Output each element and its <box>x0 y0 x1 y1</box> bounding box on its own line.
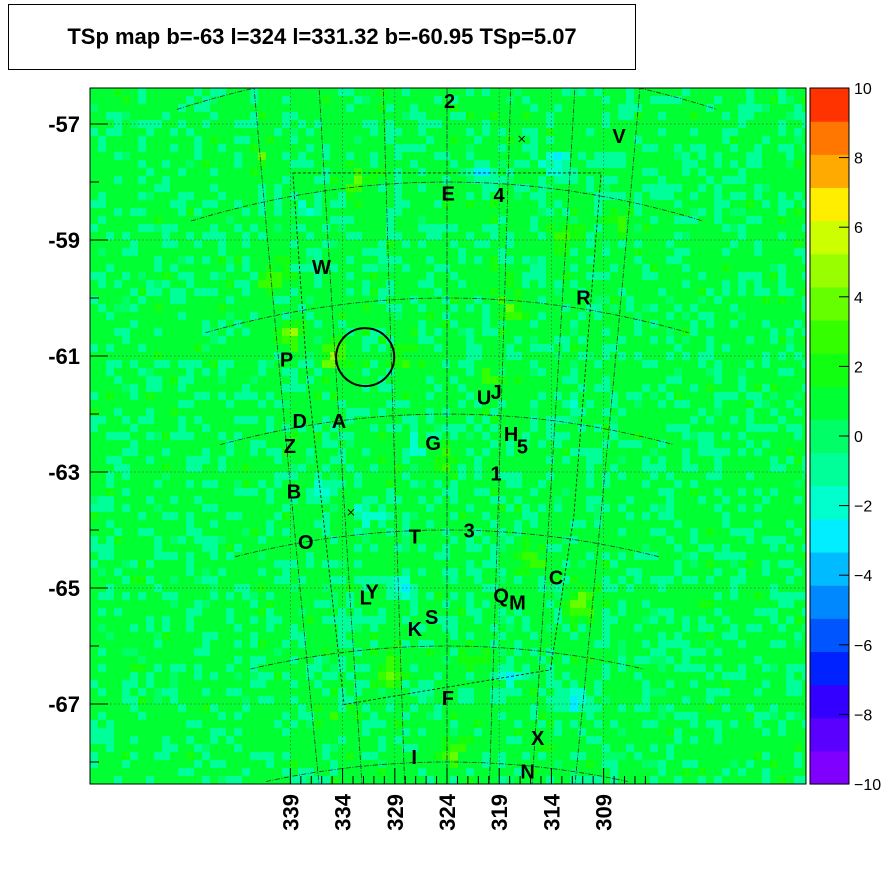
y-tick-label: -67 <box>48 692 80 717</box>
title-box: TSp map b=-63 l=324 l=331.32 b=-60.95 TS… <box>8 4 636 70</box>
source-label-Z: Z <box>284 436 296 458</box>
source-label-X: X <box>531 728 545 750</box>
colorbar-segment <box>810 154 849 189</box>
colorbar-segment <box>810 286 849 321</box>
colorbar-segment <box>810 320 849 354</box>
map-annotations: 2 V E 4 W R P U J D A Z H G 51 B 3 O T C YL Q M SK F X I N <box>280 91 627 784</box>
latitude-line <box>190 181 704 222</box>
plot-axes: 339 334 329 324 319 314 309-57-59-61-63-65-67 <box>48 87 807 831</box>
heatmap-cells <box>90 88 806 784</box>
source-label-3: 3 <box>464 520 475 542</box>
source-label-1: 1 <box>491 463 502 485</box>
heatmap-cell-grid <box>90 88 806 784</box>
colorbar-segment <box>810 717 849 752</box>
x-tick-label: 329 <box>383 794 408 831</box>
y-tick-label: -63 <box>48 460 80 485</box>
colorbar-segment <box>810 253 849 288</box>
source-label-5: 5 <box>517 436 528 458</box>
source-label-C: C <box>549 568 563 590</box>
colorbar-segment <box>810 121 849 155</box>
colorbar-segment <box>810 618 849 653</box>
colorbar-segment <box>810 386 849 421</box>
y-tick-label: -57 <box>48 112 80 137</box>
y-tick-label: -65 <box>48 576 80 601</box>
longitude-line <box>574 88 641 784</box>
colorbar-segment <box>810 220 849 255</box>
source-label-S: S <box>425 607 438 629</box>
source-label-P: P <box>280 350 293 372</box>
source-label-J: J <box>491 382 502 404</box>
colorbar-tick-label: −2 <box>854 499 872 516</box>
target-circle <box>335 327 396 388</box>
colorbar-tick-label: −6 <box>854 638 872 655</box>
source-label-Y: Y <box>366 581 380 603</box>
y-tick-label: -61 <box>48 344 80 369</box>
colorbar-tick-label: 2 <box>854 359 863 376</box>
x-tick-label: 339 <box>278 794 303 831</box>
longitude-line <box>382 88 406 784</box>
colorbar-segment <box>810 485 849 520</box>
colorbar-tick-label: 10 <box>854 81 872 98</box>
source-label-W: W <box>312 257 331 279</box>
colorbar-segment <box>810 585 849 619</box>
x-tick-label: 319 <box>487 794 512 831</box>
colorbar-segment <box>810 187 849 222</box>
source-label-E: E <box>442 184 455 206</box>
colorbar-tick-label: −4 <box>854 568 872 585</box>
source-label-U: U <box>477 387 491 409</box>
source-label-F: F <box>442 688 454 710</box>
cross-marker <box>518 135 526 143</box>
colorbar-segment <box>810 353 849 387</box>
x-tick-label: 314 <box>539 793 564 830</box>
source-label-T: T <box>409 526 421 548</box>
source-label-4: 4 <box>494 185 506 207</box>
y-tick-label: -59 <box>48 228 80 253</box>
longitude-line <box>318 88 363 784</box>
colorbar-segment <box>810 518 849 553</box>
plot-frame <box>89 87 807 785</box>
source-label-R: R <box>576 288 591 310</box>
source-label-M: M <box>509 593 526 615</box>
source-label-Q: Q <box>493 586 509 608</box>
colorbar: 10 8 6 4 2 0 −2 −4 −6 −8 −10 <box>809 81 881 794</box>
source-label-O: O <box>298 532 314 554</box>
colorbar-segment <box>810 651 849 686</box>
colorbar-tick-label: 6 <box>854 220 863 237</box>
source-label-N: N <box>520 762 534 784</box>
colorbar-segment <box>810 452 849 487</box>
source-label-2: 2 <box>444 91 455 113</box>
x-tick-label: 334 <box>331 793 356 830</box>
source-label-D: D <box>292 411 306 433</box>
colorbar-tick-label: 8 <box>854 151 863 168</box>
longitude-line <box>531 88 576 784</box>
source-label-L: L <box>360 588 372 610</box>
source-label-A: A <box>332 411 346 433</box>
x-tick-label: 309 <box>592 794 617 831</box>
colorbar-segment <box>810 684 849 719</box>
cross-marker <box>347 508 355 516</box>
colorbar-tick-label: 4 <box>854 290 863 307</box>
source-label-I: I <box>411 747 417 769</box>
longitude-line <box>253 88 320 784</box>
colorbar-segment <box>810 88 849 122</box>
source-label-B: B <box>287 482 301 504</box>
source-label-G: G <box>425 433 441 455</box>
source-label-V: V <box>612 126 626 148</box>
colorbar-tick-label: 0 <box>854 429 863 446</box>
source-label-K: K <box>408 619 423 641</box>
colorbar-segment <box>810 552 849 586</box>
x-tick-label: 324 <box>435 793 460 830</box>
region-outline <box>292 172 602 706</box>
chart-title: TSp map b=-63 l=324 l=331.32 b=-60.95 TS… <box>67 24 577 49</box>
longitude-line <box>488 88 512 784</box>
source-label-H: H <box>504 424 518 446</box>
colorbar-tick-label: −8 <box>854 707 872 724</box>
colorbar-segment <box>810 750 849 785</box>
coordinate-grid <box>90 88 806 784</box>
colorbar-tick-label: −10 <box>854 777 881 794</box>
latitude-line <box>250 645 644 670</box>
